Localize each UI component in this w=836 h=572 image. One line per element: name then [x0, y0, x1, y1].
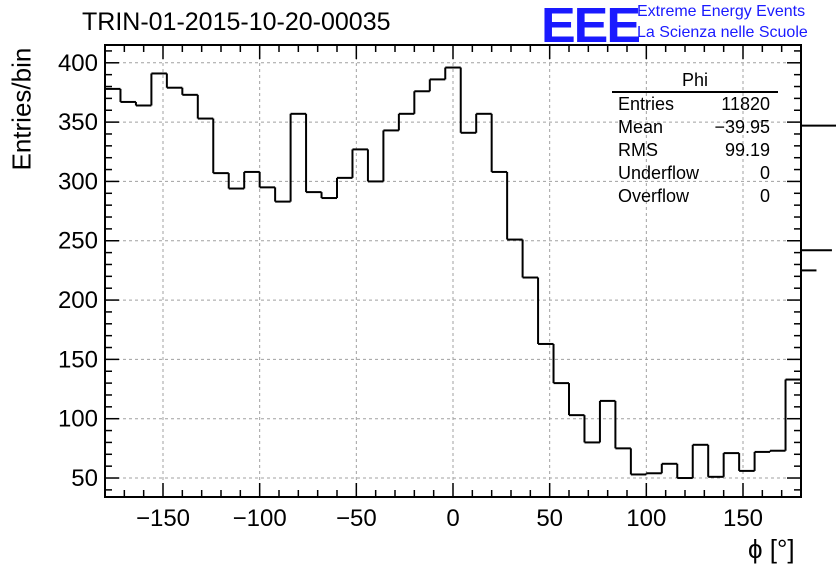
stats-label: Mean: [618, 117, 664, 137]
y-axis-label: Entries/bin: [6, 47, 37, 171]
stats-row-overflow: Overflow 0: [610, 185, 778, 208]
x-tick-label: 150: [723, 505, 763, 532]
stats-value: 0: [759, 186, 770, 206]
stats-label: Underflow: [618, 163, 700, 183]
logo-caption-line2: La Scienza nelle Scuole: [637, 24, 808, 41]
stats-value: 0: [759, 163, 770, 183]
grid-lines: [105, 45, 801, 497]
stats-row-underflow: Underflow 0: [610, 162, 778, 185]
stats-label: Overflow: [618, 186, 690, 206]
stats-box: Phi Entries 11820 Mean −39.95 RMS 99.19 …: [610, 69, 778, 208]
y-tick-label: 150: [58, 346, 98, 373]
y-tick-label: 50: [71, 465, 98, 492]
x-tick-label: −150: [136, 505, 190, 532]
x-tick-label: 50: [536, 505, 563, 532]
stats-value: 11820: [721, 94, 770, 114]
stats-value: 99.19: [724, 140, 770, 160]
y-tick-label: 350: [58, 109, 98, 136]
y-tick-label: 200: [58, 287, 98, 314]
stats-title: Phi: [612, 69, 778, 93]
eee-logo: EEE: [541, 0, 641, 54]
stats-row-rms: RMS 99.19: [610, 139, 778, 162]
x-axis: −150 −100 −50 0 50 100 150: [104, 45, 802, 532]
y-axis: 50 100 150 200 250 300 350 400: [58, 50, 801, 492]
stats-row-mean: Mean −39.95: [610, 116, 778, 139]
x-tick-label: −50: [336, 505, 377, 532]
x-tick-label: 0: [446, 505, 459, 532]
y-tick-label: 250: [58, 228, 98, 255]
plot-title: TRIN-01-2015-10-20-00035: [82, 8, 391, 36]
stats-value: −39.95: [714, 117, 770, 137]
stats-label: Entries: [618, 94, 675, 114]
x-tick-label: 100: [626, 505, 666, 532]
y-tick-label: 300: [58, 168, 98, 195]
x-axis-label: ϕ [°]: [748, 534, 795, 564]
y-tick-label: 400: [58, 50, 98, 77]
x-tick-label: −100: [233, 505, 287, 532]
stats-row-entries: Entries 11820: [610, 93, 778, 116]
y-tick-label: 100: [58, 406, 98, 433]
logo-caption-line1: Extreme Energy Events: [637, 3, 806, 20]
stats-label: RMS: [618, 140, 658, 160]
